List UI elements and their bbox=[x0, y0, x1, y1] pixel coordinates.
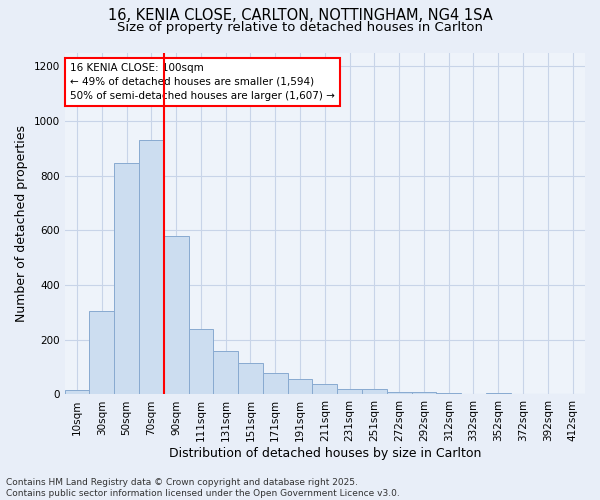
Bar bbox=[337, 389, 362, 394]
Bar bbox=[65, 390, 89, 394]
Bar bbox=[214, 350, 238, 395]
Bar bbox=[362, 389, 387, 394]
Bar bbox=[486, 393, 511, 394]
Bar bbox=[387, 392, 412, 394]
Bar bbox=[313, 384, 337, 394]
Text: 16 KENIA CLOSE: 100sqm
← 49% of detached houses are smaller (1,594)
50% of semi-: 16 KENIA CLOSE: 100sqm ← 49% of detached… bbox=[70, 63, 335, 101]
Bar bbox=[412, 392, 436, 394]
Bar bbox=[263, 372, 287, 394]
Bar bbox=[188, 329, 214, 394]
Bar bbox=[114, 164, 139, 394]
Y-axis label: Number of detached properties: Number of detached properties bbox=[15, 125, 28, 322]
Bar bbox=[89, 311, 114, 394]
Bar bbox=[139, 140, 164, 394]
Bar bbox=[436, 393, 461, 394]
Bar bbox=[238, 363, 263, 394]
X-axis label: Distribution of detached houses by size in Carlton: Distribution of detached houses by size … bbox=[169, 447, 481, 460]
Text: 16, KENIA CLOSE, CARLTON, NOTTINGHAM, NG4 1SA: 16, KENIA CLOSE, CARLTON, NOTTINGHAM, NG… bbox=[107, 8, 493, 22]
Text: Contains HM Land Registry data © Crown copyright and database right 2025.
Contai: Contains HM Land Registry data © Crown c… bbox=[6, 478, 400, 498]
Bar bbox=[287, 380, 313, 394]
Text: Size of property relative to detached houses in Carlton: Size of property relative to detached ho… bbox=[117, 21, 483, 34]
Bar bbox=[164, 236, 188, 394]
